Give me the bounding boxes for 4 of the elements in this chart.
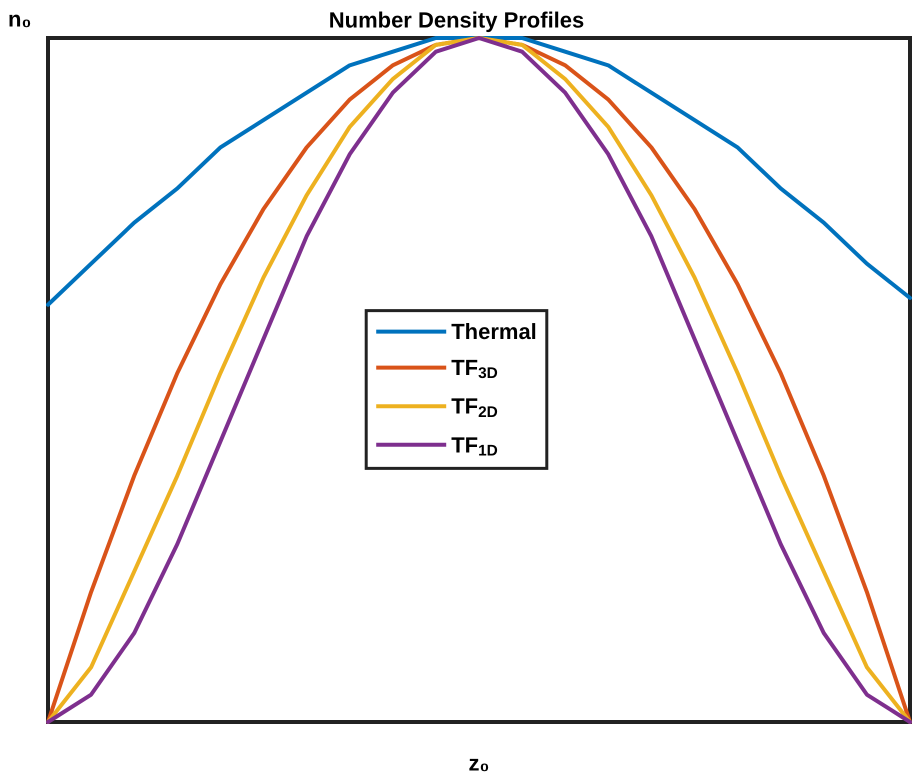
text: n₀ — [8, 6, 32, 32]
x-axis-title: z₀ — [468, 750, 490, 776]
chart-title: Number Density Profiles — [328, 8, 584, 32]
legend-label: Thermal — [451, 319, 537, 344]
